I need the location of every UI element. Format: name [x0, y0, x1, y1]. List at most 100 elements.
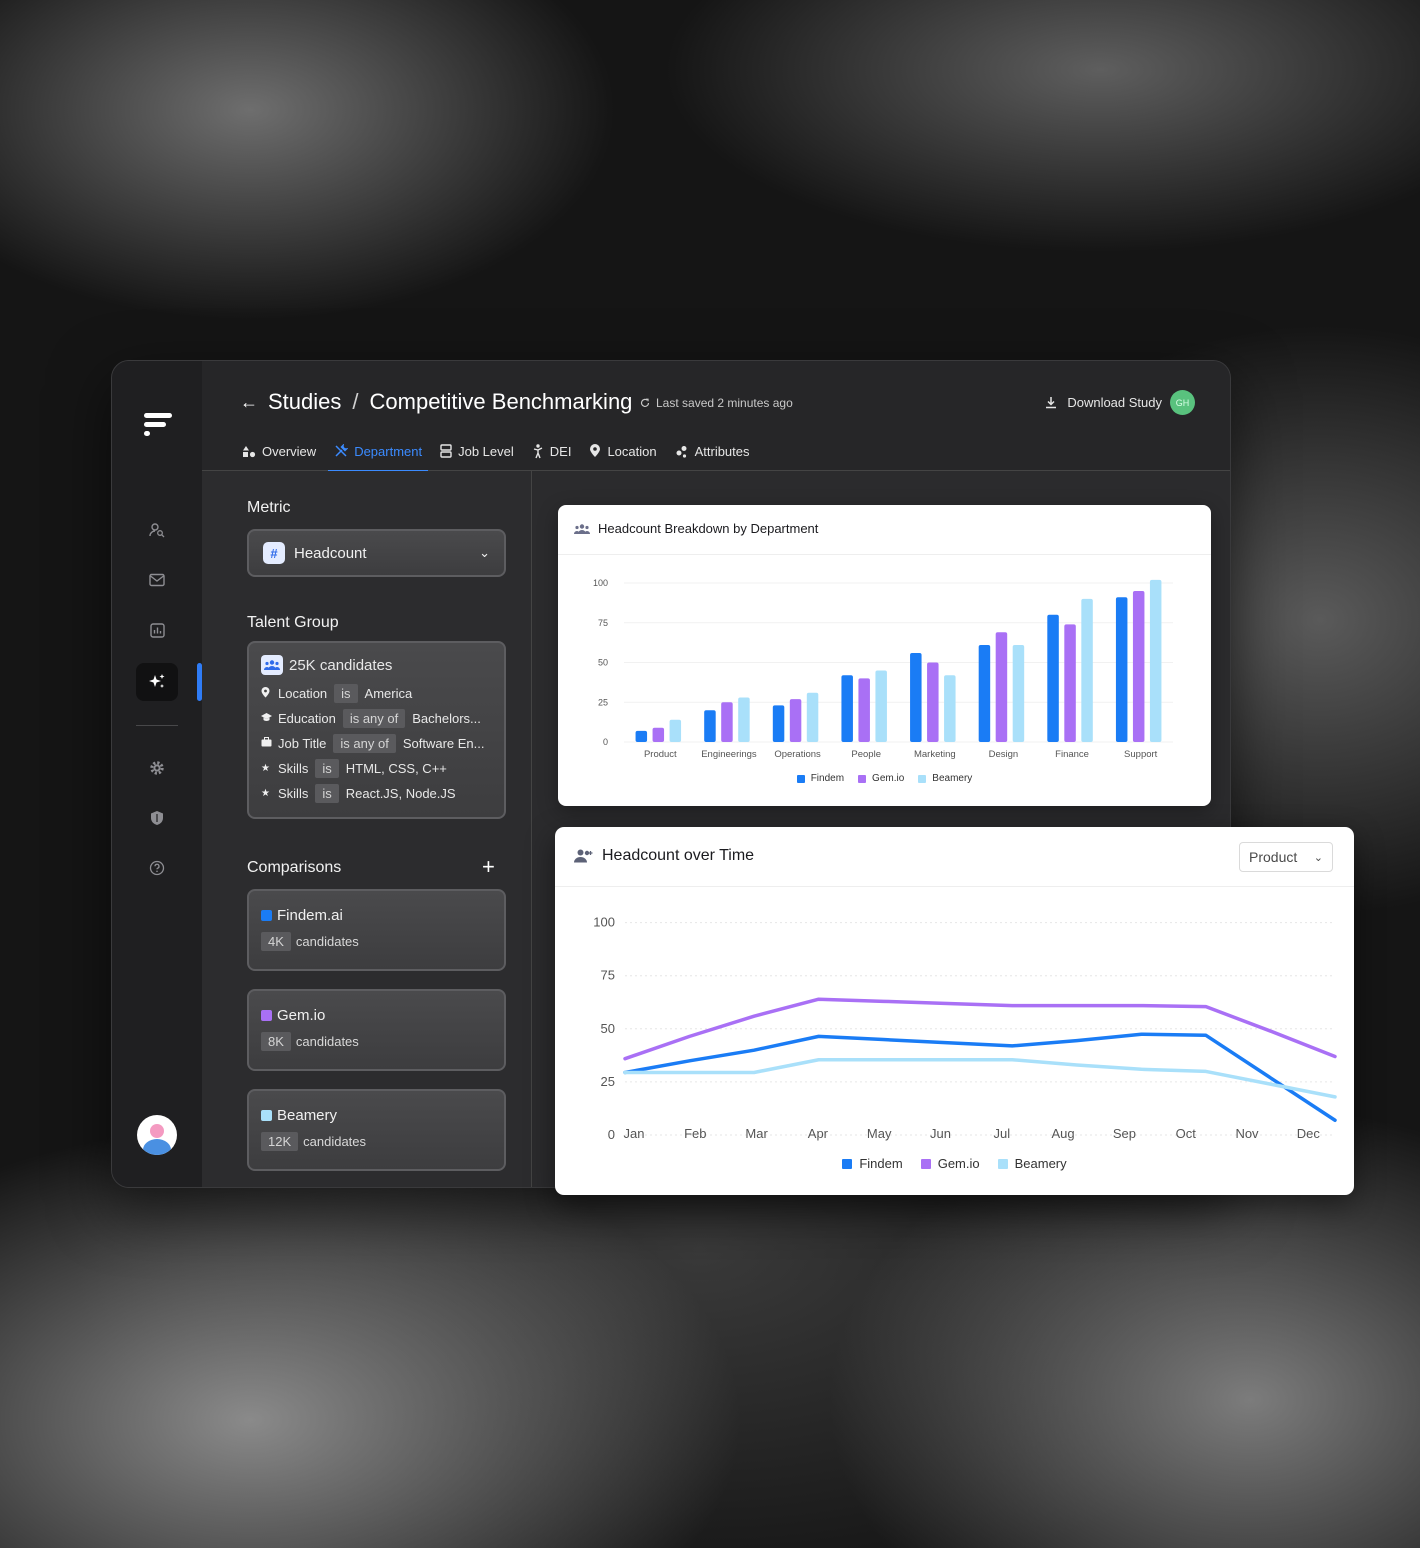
x-tick-label: Operations: [774, 749, 821, 760]
bar[interactable]: [738, 697, 750, 742]
tab-location[interactable]: Location: [589, 439, 657, 471]
line-legend: Findem Gem.io Beamery: [555, 1156, 1354, 1171]
chart-icon[interactable]: [136, 611, 178, 649]
x-tick-label: Jul: [993, 1126, 1010, 1141]
tab-bar: Overview Department Job Level DEI Locati…: [242, 439, 750, 472]
series-line[interactable]: [623, 1032, 1337, 1123]
bar[interactable]: [978, 645, 991, 742]
shield-icon[interactable]: [136, 799, 178, 837]
user-search-icon[interactable]: [136, 511, 178, 549]
department-select[interactable]: Product ⌄: [1239, 842, 1333, 872]
help-icon[interactable]: [136, 849, 178, 887]
dots-icon: [676, 445, 687, 458]
bar[interactable]: [721, 702, 733, 742]
graduation-cap-icon: [261, 712, 272, 725]
findem-logo: [142, 411, 174, 441]
bar[interactable]: [944, 675, 956, 742]
mail-icon[interactable]: [136, 561, 178, 599]
download-icon: [1046, 397, 1057, 409]
sparkle-icon[interactable]: [136, 663, 178, 701]
bar[interactable]: [652, 727, 665, 742]
series-line[interactable]: [623, 997, 1337, 1061]
star-icon: ★: [261, 763, 270, 774]
y-tick-label: 75: [601, 968, 615, 983]
y-tick-label: 50: [601, 1021, 615, 1036]
talent-group-card[interactable]: 25K candidates Location is America Educa…: [247, 641, 506, 819]
gear-icon[interactable]: [136, 749, 178, 787]
star-icon: ★: [261, 788, 270, 799]
user-avatar-initials[interactable]: GH: [1170, 390, 1195, 415]
legend-swatch: [842, 1158, 853, 1169]
breadcrumb-root[interactable]: Studies: [268, 389, 342, 414]
legend-label: Findem: [859, 1156, 903, 1171]
filter-row[interactable]: Education is any of Bachelors...: [261, 706, 492, 731]
filter-row[interactable]: Location is America: [261, 681, 492, 706]
avatar[interactable]: [137, 1115, 177, 1155]
card-divider: [558, 554, 1211, 555]
save-status: Last saved 2 minutes ago: [640, 396, 793, 410]
download-study-button[interactable]: Download Study: [1045, 395, 1162, 410]
metric-title: Metric: [247, 499, 291, 516]
bar[interactable]: [841, 675, 853, 742]
bar[interactable]: [1012, 645, 1025, 742]
x-tick-label: Engineerings: [701, 749, 757, 760]
bar[interactable]: [910, 652, 922, 742]
y-tick-label: 25: [601, 1074, 615, 1089]
color-swatch: [261, 1110, 272, 1121]
bar[interactable]: [669, 719, 682, 742]
bar[interactable]: [1149, 579, 1162, 742]
y-tick-label: 50: [598, 658, 608, 668]
bar[interactable]: [875, 670, 887, 742]
filter-row[interactable]: ★ Skills is HTML, CSS, C++: [261, 759, 447, 778]
bar[interactable]: [635, 730, 648, 742]
bar[interactable]: [1064, 624, 1076, 742]
tab-department[interactable]: Department: [328, 439, 429, 472]
legend-item: Findem: [842, 1156, 903, 1171]
x-tick-label: May: [867, 1126, 892, 1141]
legend-label: Gem.io: [937, 1156, 980, 1171]
metric-select[interactable]: # Headcount ⌄: [247, 529, 506, 577]
bar[interactable]: [704, 710, 716, 742]
legend-swatch: [997, 1158, 1008, 1169]
bar[interactable]: [858, 678, 870, 742]
comparison-card-gem[interactable]: Gem.io 8K candidates: [247, 989, 506, 1071]
bar[interactable]: [995, 632, 1008, 742]
comparison-card-beamery[interactable]: Beamery 12K candidates: [247, 1089, 506, 1171]
series-line[interactable]: [623, 1057, 1337, 1099]
x-tick-label: Feb: [684, 1126, 706, 1141]
tab-dei[interactable]: DEI: [532, 439, 571, 471]
bar[interactable]: [1132, 590, 1145, 742]
bar[interactable]: [806, 692, 819, 742]
x-tick-label: Aug: [1052, 1126, 1075, 1141]
metric-value: Headcount: [294, 544, 367, 562]
bar[interactable]: [1081, 598, 1093, 742]
bar[interactable]: [1047, 614, 1059, 742]
tools-icon: [335, 444, 349, 457]
comparison-card-findem[interactable]: Findem.ai 4K candidates: [247, 889, 506, 971]
breadcrumb: ← Studies / Competitive Benchmarking: [240, 389, 632, 415]
x-tick-label: Jun: [930, 1126, 951, 1141]
back-arrow-icon[interactable]: ←: [240, 391, 258, 412]
tab-job-level[interactable]: Job Level: [440, 439, 514, 471]
tab-overview[interactable]: Overview: [242, 439, 316, 471]
chevron-down-icon: ⌄: [479, 545, 490, 560]
add-comparison-button[interactable]: +: [482, 854, 495, 879]
bar[interactable]: [927, 662, 939, 743]
hash-icon: #: [263, 542, 285, 564]
filter-row[interactable]: Job Title is any of Software En...: [261, 731, 492, 756]
y-tick-label: 75: [598, 618, 608, 628]
legend-label: Findem: [810, 773, 845, 784]
x-tick-label: Design: [989, 749, 1019, 760]
talent-group-title: Talent Group: [247, 614, 339, 631]
filter-row[interactable]: ★ Skills is React.JS, Node.JS: [261, 784, 456, 803]
bar[interactable]: [789, 699, 802, 742]
person-icon: [533, 443, 543, 458]
legend-label: Beamery: [932, 773, 973, 784]
bar[interactable]: [772, 705, 785, 742]
rail-divider: [136, 725, 178, 726]
bar[interactable]: [1115, 597, 1128, 742]
tab-attributes[interactable]: Attributes: [675, 439, 750, 471]
headcount-over-time-card: Headcount over Time Product ⌄ 0 25 50 75 100…: [555, 827, 1354, 1195]
x-tick-label: Finance: [1055, 749, 1089, 760]
page-header: ← Studies / Competitive Benchmarking Las…: [202, 361, 1230, 472]
